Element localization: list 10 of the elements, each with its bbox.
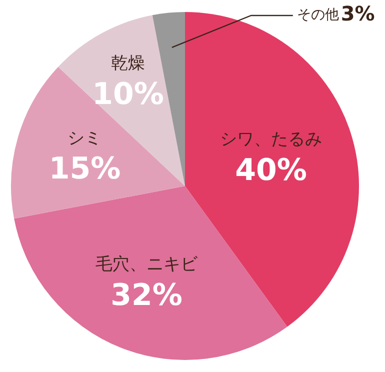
data-label: 10% <box>92 77 164 112</box>
data-label: 15% <box>48 152 121 187</box>
data-label: 32% <box>110 278 182 313</box>
slice-label: 毛穴、ニキビ <box>96 254 199 274</box>
slice-label: 乾燥 <box>111 54 145 74</box>
slice-label: シミ <box>68 128 102 148</box>
slice-label: その他 <box>296 7 339 24</box>
slice-label: シワ、たるみ <box>220 129 322 150</box>
data-label: 40% <box>235 152 307 188</box>
data-label: 3% <box>340 2 375 26</box>
